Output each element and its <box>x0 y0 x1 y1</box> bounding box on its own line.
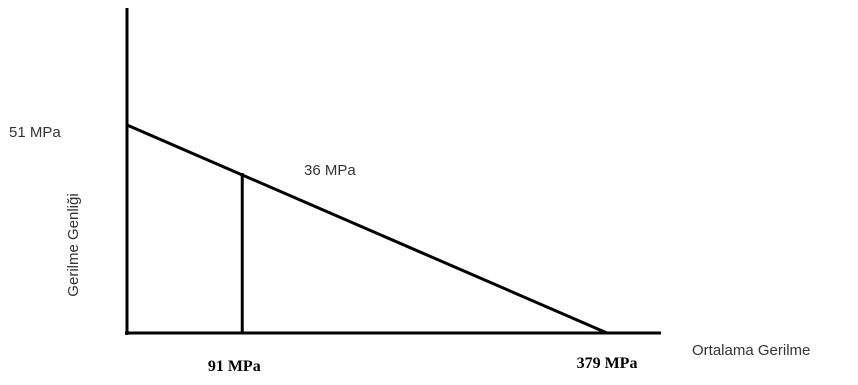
point-value-label: 36 MPa <box>304 162 356 179</box>
x-axis-title: Ortalama Gerilme <box>692 342 810 359</box>
x-marker-label: 91 MPa <box>208 358 261 375</box>
x-intercept-label: 379 MPa <box>577 355 638 372</box>
y-intercept-label: 51 MPa <box>9 124 61 141</box>
series-line <box>126 123 608 335</box>
y-axis-title: Gerilme Genliği <box>65 193 82 296</box>
